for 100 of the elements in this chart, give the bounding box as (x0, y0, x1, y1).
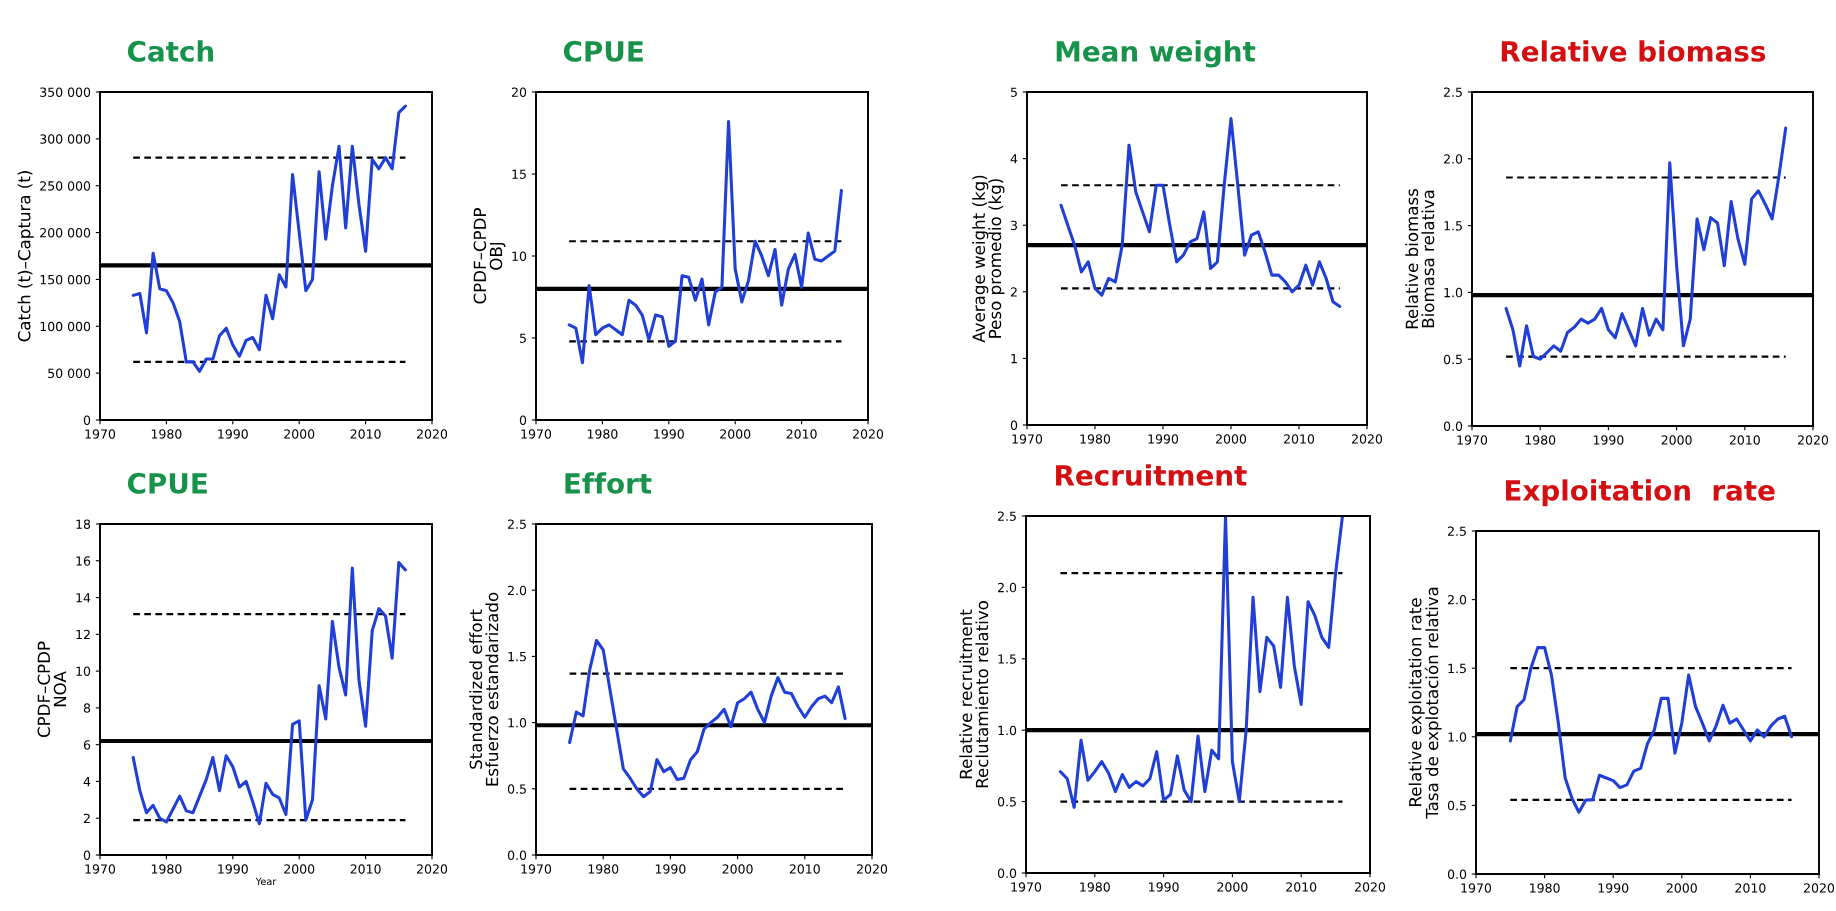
y-tick-label: 0 (1010, 420, 1018, 430)
y-tick-label: 50 000 (48, 368, 91, 379)
x-tick-label: 1970 (521, 429, 552, 439)
x-tick-label: 1970 (85, 429, 116, 439)
x-tick-label: 2000 (1661, 435, 1692, 445)
x-tick-label: 2010 (1729, 435, 1760, 445)
x-tick-label: 2020 (1804, 883, 1835, 893)
x-tick-label: 2000 (1666, 883, 1697, 893)
x-tick-label: 1990 (218, 429, 248, 439)
x-tick-label: 1980 (151, 864, 182, 874)
chart-title: Relative biomass (1501, 40, 1766, 62)
y-axis-title: Relative recruitment Reclutamiento relativo (959, 601, 989, 788)
y-tick-label: 1.0 (998, 725, 1017, 736)
y-tick-label: 3 (1010, 220, 1017, 231)
x-tick-label: 1970 (1461, 883, 1492, 893)
line-series (567, 119, 843, 365)
y-tick-label: 350 000 (40, 87, 91, 97)
y-tick-label: 2.0 (998, 582, 1017, 593)
x-tick-label: 2000 (1217, 882, 1248, 892)
x-tick-label: 2010 (350, 864, 381, 874)
y-tick-label: 1.0 (1448, 732, 1467, 742)
line-series (568, 638, 847, 799)
y-tick-label: 5 (1010, 87, 1017, 97)
chart-title: Catch (127, 40, 214, 62)
line-series (131, 561, 407, 826)
x-tick-label: 1990 (218, 864, 248, 874)
y-tick-label: 4 (1010, 154, 1018, 164)
x-tick-label: 2010 (786, 429, 817, 439)
y-tick-label: 2.5 (1448, 526, 1466, 536)
y-tick-label: 0.0 (997, 868, 1017, 878)
y-tick-label: 0 (83, 850, 91, 860)
y-tick-label: 250 000 (40, 181, 91, 191)
y-tick-label: 2.0 (1448, 595, 1467, 605)
y-tick-label: 16 (76, 556, 91, 566)
y-axis-title: Catch (t)–Captura (t) (17, 171, 34, 342)
x-tick-label: 1970 (521, 864, 552, 874)
y-tick-label: 0.5 (507, 784, 526, 794)
y-tick-label: 6 (83, 740, 91, 750)
y-tick-label: 20 (511, 87, 527, 97)
y-tick-label: 2.5 (508, 519, 526, 529)
x-tick-label: 1980 (588, 864, 619, 874)
y-tick-label: 0 (83, 415, 91, 425)
x-tick-label: 2000 (1216, 434, 1247, 444)
x-tick-label: 1970 (1011, 882, 1042, 892)
y-tick-label: 1.5 (998, 654, 1016, 664)
x-tick-label: 2010 (789, 864, 820, 874)
y-axis-title: Standardized effort Esfuerzo estandarizado (469, 592, 499, 786)
y-tick-label: 0.0 (1443, 421, 1463, 431)
y-tick-label: 0.5 (997, 797, 1016, 807)
y-axis-title: Relative exploitation rate Tasa de explotación relativa (1408, 587, 1442, 819)
x-tick-label: 1980 (1530, 883, 1560, 893)
x-tick-label: 1990 (1149, 882, 1179, 892)
y-tick-label: 300 000 (40, 134, 91, 144)
x-tick-label: 2010 (1284, 434, 1315, 444)
chart-title: Mean weight (1056, 40, 1256, 68)
chart-title: Exploitation rate (1505, 479, 1775, 507)
chart-title: CPUE (127, 472, 207, 494)
y-tick-label: 2 (83, 813, 90, 823)
y-tick-label: 14 (76, 593, 91, 603)
x-tick-label: 1990 (1148, 434, 1179, 444)
line-series (1504, 126, 1788, 368)
x-tick-label: 1980 (151, 429, 182, 439)
x-tick-label: 1980 (1080, 434, 1111, 444)
y-tick-label: 15 (512, 169, 526, 179)
y-tick-label: 0.0 (507, 850, 527, 860)
x-tick-label: 1980 (1080, 882, 1110, 892)
y-tick-label: 0.5 (1443, 354, 1462, 365)
y-tick-label: 10 (512, 251, 527, 261)
line-series (1508, 646, 1794, 814)
x-tick-label: 2020 (1352, 434, 1383, 444)
y-axis-title: CPDF–CPDP NOA (37, 641, 67, 738)
x-tick-label: 2020 (853, 429, 884, 439)
line-series (1059, 117, 1342, 308)
x-tick-label: 1990 (1598, 883, 1629, 893)
chart-title: Recruitment (1056, 464, 1247, 486)
y-tick-label: 1 (1011, 354, 1017, 364)
x-tick-label: 2020 (1355, 882, 1386, 892)
x-tick-label: 2000 (284, 864, 315, 874)
y-tick-label: 0 (519, 415, 527, 425)
y-tick-label: 0.5 (1447, 800, 1466, 811)
y-tick-label: 100 000 (40, 321, 91, 332)
y-tick-label: 0.0 (1447, 869, 1467, 879)
y-tick-label: 150 000 (40, 274, 91, 285)
x-tick-label: 2010 (1735, 883, 1766, 893)
y-tick-label: 18 (76, 519, 91, 529)
x-tick-label: 2020 (417, 429, 448, 439)
y-tick-label: 2.0 (508, 585, 527, 596)
x-tick-label: 1970 (1457, 435, 1488, 445)
y-tick-label: 12 (76, 629, 90, 640)
line-series (131, 104, 407, 373)
chart-title: CPUE (563, 40, 643, 62)
line-series (1058, 516, 1345, 809)
y-tick-label: 5 (519, 333, 526, 343)
y-axis-title: CPDF–CPDP OBJ (473, 208, 506, 304)
chart-title: Effort (565, 472, 652, 494)
y-tick-label: 2.0 (1444, 154, 1463, 164)
x-tick-label: 2010 (1286, 882, 1317, 892)
y-tick-label: 2.5 (998, 511, 1016, 521)
x-tick-label: 2000 (720, 429, 751, 439)
y-tick-label: 200 000 (40, 228, 91, 238)
